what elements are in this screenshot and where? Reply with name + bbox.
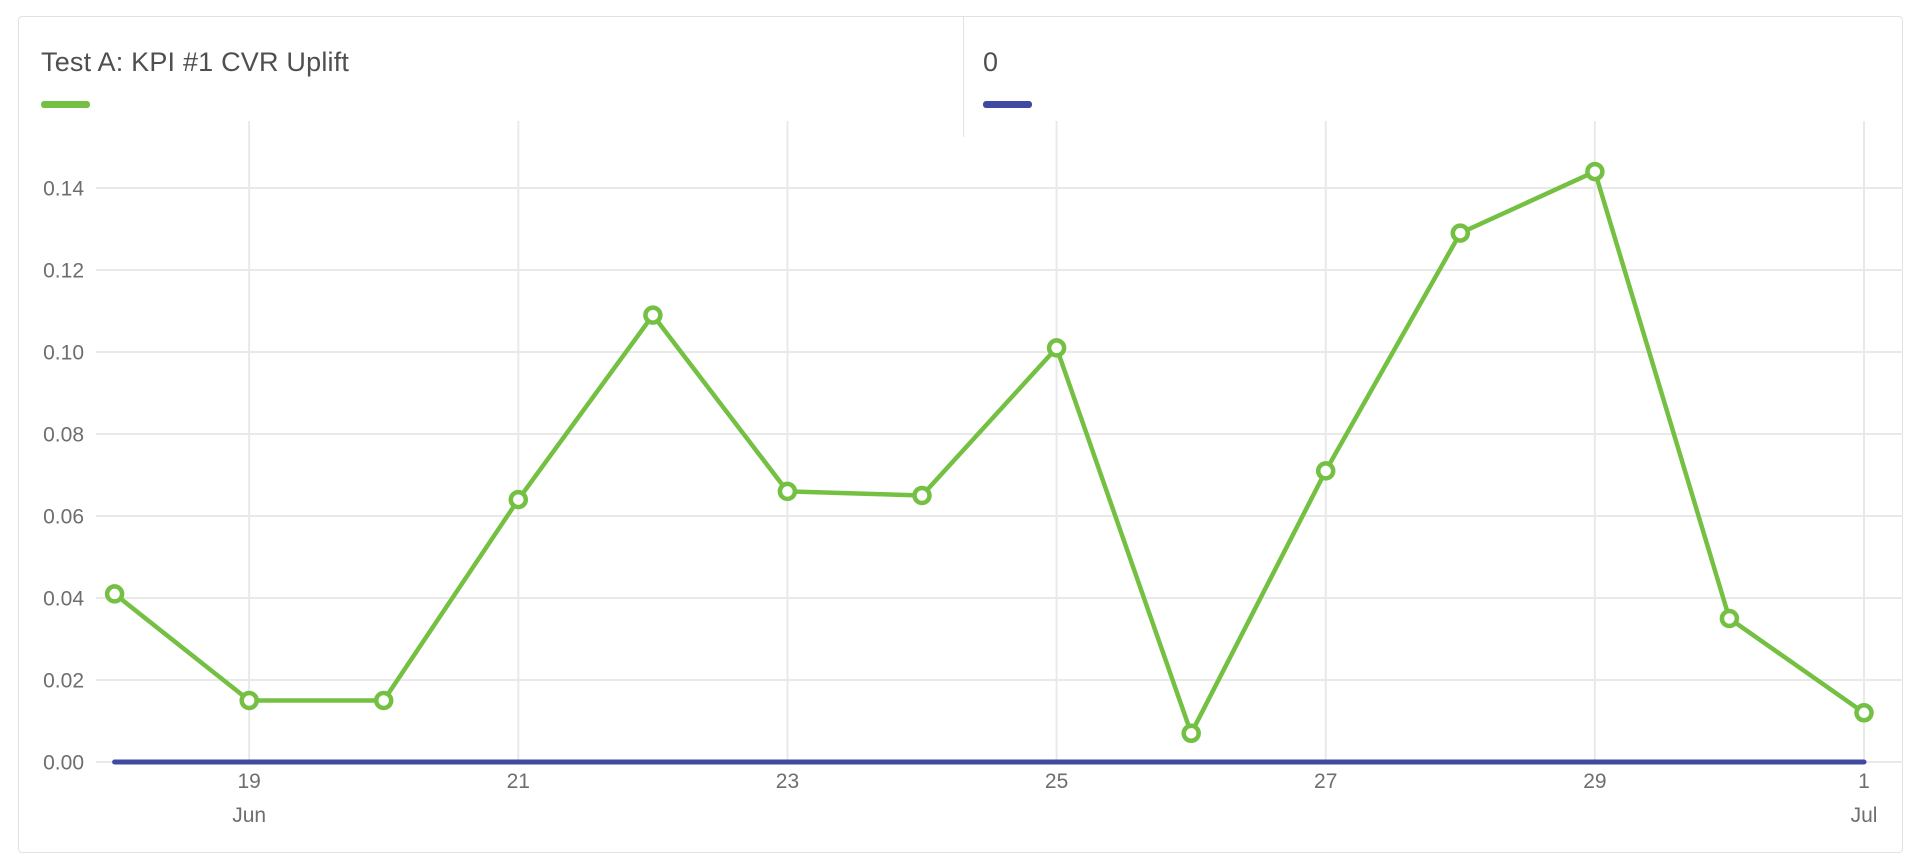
data-point-marker[interactable]	[508, 489, 529, 510]
legend-label-zero: 0	[983, 47, 999, 77]
legend-swatch-test-a	[41, 101, 90, 108]
legend-item-zero[interactable]: 0	[983, 17, 1032, 108]
chart-legend: Test A: KPI #1 CVR Uplift 0	[19, 17, 1902, 137]
data-point-marker[interactable]	[1046, 338, 1067, 358]
y-axis-tick-label: 0.12	[43, 260, 84, 283]
x-axis-tick-label: 29	[1583, 770, 1606, 793]
chart-card: Test A: KPI #1 CVR Uplift 0 0.00 0.02 0.04…	[18, 16, 1903, 853]
legend-item-test-a[interactable]: Test A: KPI #1 CVR Uplift	[41, 17, 350, 108]
x-axis-month-label: Jun	[232, 804, 266, 827]
data-point-marker[interactable]	[373, 690, 394, 711]
line-chart-plot-area[interactable]: 0.00 0.02 0.04 0.06 0.08 0.10 0.12 0.14 19 Jun 21 2…	[19, 121, 1904, 854]
x-axis-tick-label: 27	[1314, 770, 1337, 793]
data-point-marker[interactable]	[1450, 223, 1471, 243]
y-axis-tick-label: 0.06	[43, 506, 84, 529]
x-axis-tick-label: 1	[1858, 770, 1870, 793]
data-point-marker[interactable]	[1315, 461, 1336, 481]
series-line-test-a	[112, 169, 1867, 736]
y-axis-tick-label: 0.08	[43, 424, 84, 447]
y-axis-tick-label: 0.14	[43, 178, 84, 201]
legend-divider	[963, 17, 964, 137]
x-axis-tick-label: 21	[507, 770, 530, 793]
data-point-marker[interactable]	[104, 584, 125, 604]
data-point-marker[interactable]	[912, 485, 932, 506]
y-axis-tick-label: 0.04	[43, 588, 84, 611]
legend-swatch-zero	[983, 101, 1032, 108]
data-point-marker[interactable]	[777, 481, 798, 502]
data-point-marker[interactable]	[1854, 703, 1874, 723]
x-axis-tick-label: 25	[1045, 770, 1068, 793]
data-point-marker[interactable]	[1181, 723, 1201, 744]
x-axis-month-label: Jul	[1851, 804, 1878, 827]
y-axis-tick-label: 0.10	[43, 342, 84, 365]
data-point-marker[interactable]	[1585, 161, 1605, 182]
data-point-marker[interactable]	[643, 305, 663, 325]
x-axis-tick-label: 23	[776, 770, 799, 793]
y-axis-tick-label: 0.00	[43, 752, 84, 775]
data-point-marker[interactable]	[1719, 608, 1740, 629]
legend-label-test-a: Test A: KPI #1 CVR Uplift	[41, 47, 350, 77]
y-axis-tick-label: 0.02	[43, 670, 84, 693]
x-axis-tick-label: 19	[237, 770, 260, 793]
data-point-marker[interactable]	[239, 690, 259, 711]
